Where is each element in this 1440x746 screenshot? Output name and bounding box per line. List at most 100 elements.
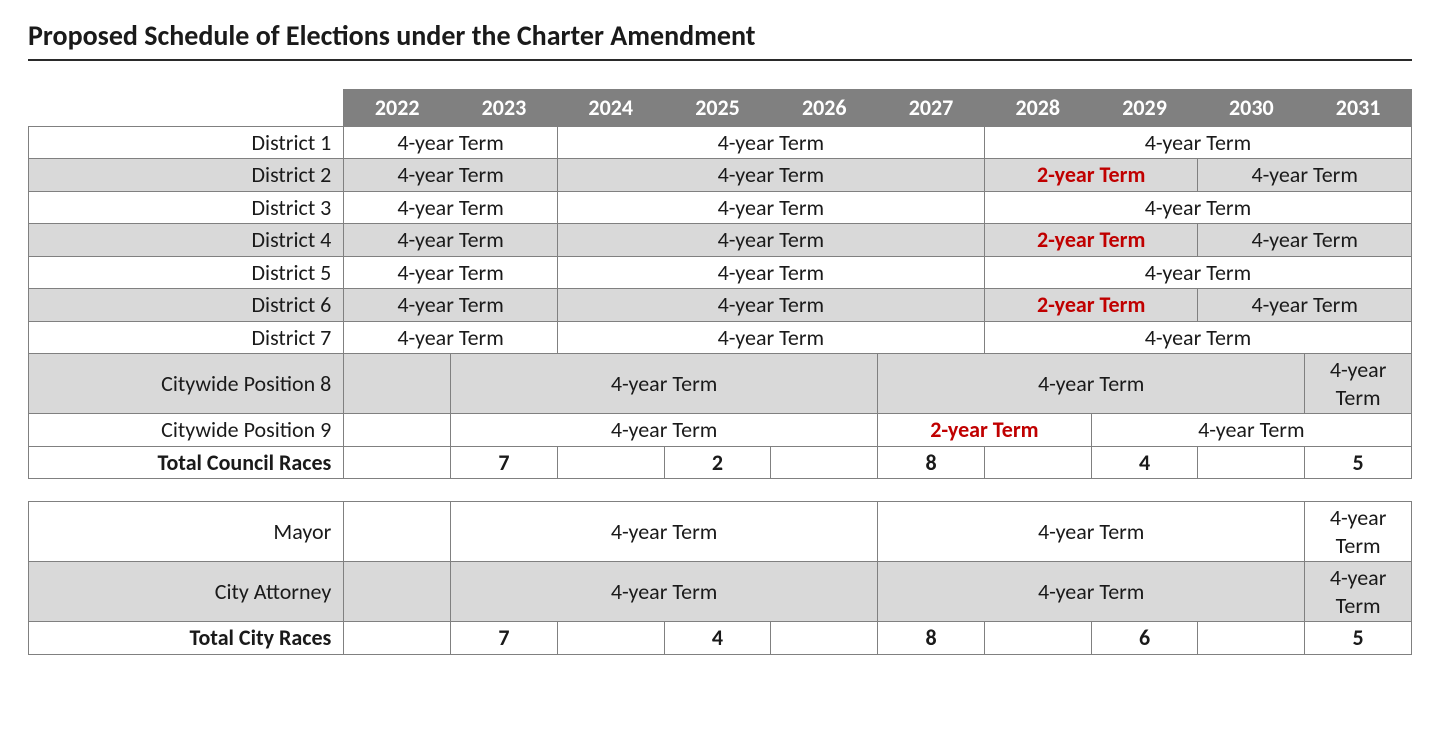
term-cell-2yr: 2-year Term — [984, 224, 1198, 257]
label-district-5: District 5 — [29, 256, 344, 289]
row-position-9: Citywide Position 9 4-year Term 2-year T… — [29, 414, 1412, 447]
total-city-2029: 6 — [1091, 622, 1198, 655]
row-total-city: Total City Races 7 4 8 6 5 — [29, 622, 1412, 655]
term-cell-2yr: 2-year Term — [878, 414, 1092, 447]
term-cell: 4-year Term — [451, 354, 878, 414]
row-mayor: Mayor 4-year Term 4-year Term 4-year Ter… — [29, 502, 1412, 562]
row-position-8: Citywide Position 8 4-year Term 4-year T… — [29, 354, 1412, 414]
empty-cell — [344, 502, 451, 562]
row-district-6: District 6 4-year Term 4-year Term 2-yea… — [29, 289, 1412, 322]
term-cell: 4-year Term — [344, 289, 558, 322]
total-cell — [984, 622, 1091, 655]
row-district-2: District 2 4-year Term 4-year Term 2-yea… — [29, 159, 1412, 192]
total-cell — [344, 622, 451, 655]
header-blank — [29, 90, 344, 127]
year-2031: 2031 — [1305, 90, 1412, 127]
term-cell: 4-year Term — [344, 126, 558, 159]
term-cell: 4-year Term — [984, 321, 1411, 354]
row-total-council: Total Council Races 7 2 8 4 5 — [29, 446, 1412, 479]
total-city-2031: 5 — [1305, 622, 1412, 655]
row-district-1: District 1 4-year Term 4-year Term 4-yea… — [29, 126, 1412, 159]
total-cell — [344, 446, 451, 479]
total-city-2025: 4 — [664, 622, 771, 655]
term-cell: 4-year Term — [1305, 502, 1412, 562]
term-cell: 4-year Term — [344, 191, 558, 224]
term-cell: 4-year Term — [451, 562, 878, 622]
total-cell — [771, 622, 878, 655]
empty-cell — [344, 354, 451, 414]
label-city-attorney: City Attorney — [29, 562, 344, 622]
term-cell: 4-year Term — [984, 126, 1411, 159]
term-cell: 4-year Term — [1198, 159, 1412, 192]
title-rule — [28, 59, 1412, 61]
label-mayor: Mayor — [29, 502, 344, 562]
empty-cell — [344, 414, 451, 447]
term-cell: 4-year Term — [984, 191, 1411, 224]
label-position-9: Citywide Position 9 — [29, 414, 344, 447]
year-2027: 2027 — [878, 90, 985, 127]
term-cell: 4-year Term — [1091, 414, 1411, 447]
term-cell: 4-year Term — [557, 191, 984, 224]
year-2029: 2029 — [1091, 90, 1198, 127]
row-district-7: District 7 4-year Term 4-year Term 4-yea… — [29, 321, 1412, 354]
term-cell: 4-year Term — [344, 256, 558, 289]
total-council-2029: 4 — [1091, 446, 1198, 479]
row-district-3: District 3 4-year Term 4-year Term 4-yea… — [29, 191, 1412, 224]
term-cell-2yr: 2-year Term — [984, 289, 1198, 322]
label-total-city: Total City Races — [29, 622, 344, 655]
term-cell-2yr: 2-year Term — [984, 159, 1198, 192]
total-city-2027: 8 — [878, 622, 985, 655]
total-cell — [771, 446, 878, 479]
term-cell: 4-year Term — [557, 126, 984, 159]
year-2023: 2023 — [451, 90, 558, 127]
label-district-4: District 4 — [29, 224, 344, 257]
label-position-8: Citywide Position 8 — [29, 354, 344, 414]
row-district-5: District 5 4-year Term 4-year Term 4-yea… — [29, 256, 1412, 289]
term-cell: 4-year Term — [557, 321, 984, 354]
total-cell — [1198, 622, 1305, 655]
empty-cell — [344, 562, 451, 622]
term-cell: 4-year Term — [878, 562, 1305, 622]
total-council-2025: 2 — [664, 446, 771, 479]
year-2026: 2026 — [771, 90, 878, 127]
total-cell — [984, 446, 1091, 479]
page-title: Proposed Schedule of Elections under the… — [28, 18, 1412, 53]
term-cell: 4-year Term — [344, 224, 558, 257]
year-2028: 2028 — [984, 90, 1091, 127]
gap-row — [29, 479, 1412, 502]
year-2024: 2024 — [557, 90, 664, 127]
label-district-1: District 1 — [29, 126, 344, 159]
term-cell: 4-year Term — [344, 159, 558, 192]
label-district-7: District 7 — [29, 321, 344, 354]
label-district-6: District 6 — [29, 289, 344, 322]
total-council-2031: 5 — [1305, 446, 1412, 479]
total-cell — [1198, 446, 1305, 479]
total-cell — [557, 622, 664, 655]
term-cell: 4-year Term — [1305, 562, 1412, 622]
year-2030: 2030 — [1198, 90, 1305, 127]
total-cell — [557, 446, 664, 479]
term-cell: 4-year Term — [984, 256, 1411, 289]
label-district-3: District 3 — [29, 191, 344, 224]
term-cell: 4-year Term — [878, 354, 1305, 414]
year-header-row: 2022 2023 2024 2025 2026 2027 2028 2029 … — [29, 90, 1412, 127]
term-cell: 4-year Term — [557, 224, 984, 257]
term-cell: 4-year Term — [1198, 289, 1412, 322]
term-cell: 4-year Term — [557, 289, 984, 322]
term-cell: 4-year Term — [451, 414, 878, 447]
total-council-2027: 8 — [878, 446, 985, 479]
total-council-2023: 7 — [451, 446, 558, 479]
term-cell: 4-year Term — [1305, 354, 1412, 414]
total-city-2023: 7 — [451, 622, 558, 655]
term-cell: 4-year Term — [557, 256, 984, 289]
term-cell: 4-year Term — [344, 321, 558, 354]
row-city-attorney: City Attorney 4-year Term 4-year Term 4-… — [29, 562, 1412, 622]
row-district-4: District 4 4-year Term 4-year Term 2-yea… — [29, 224, 1412, 257]
term-cell: 4-year Term — [557, 159, 984, 192]
term-cell: 4-year Term — [878, 502, 1305, 562]
label-district-2: District 2 — [29, 159, 344, 192]
year-2022: 2022 — [344, 90, 451, 127]
term-cell: 4-year Term — [1198, 224, 1412, 257]
schedule-table: 2022 2023 2024 2025 2026 2027 2028 2029 … — [28, 89, 1412, 655]
label-total-council: Total Council Races — [29, 446, 344, 479]
